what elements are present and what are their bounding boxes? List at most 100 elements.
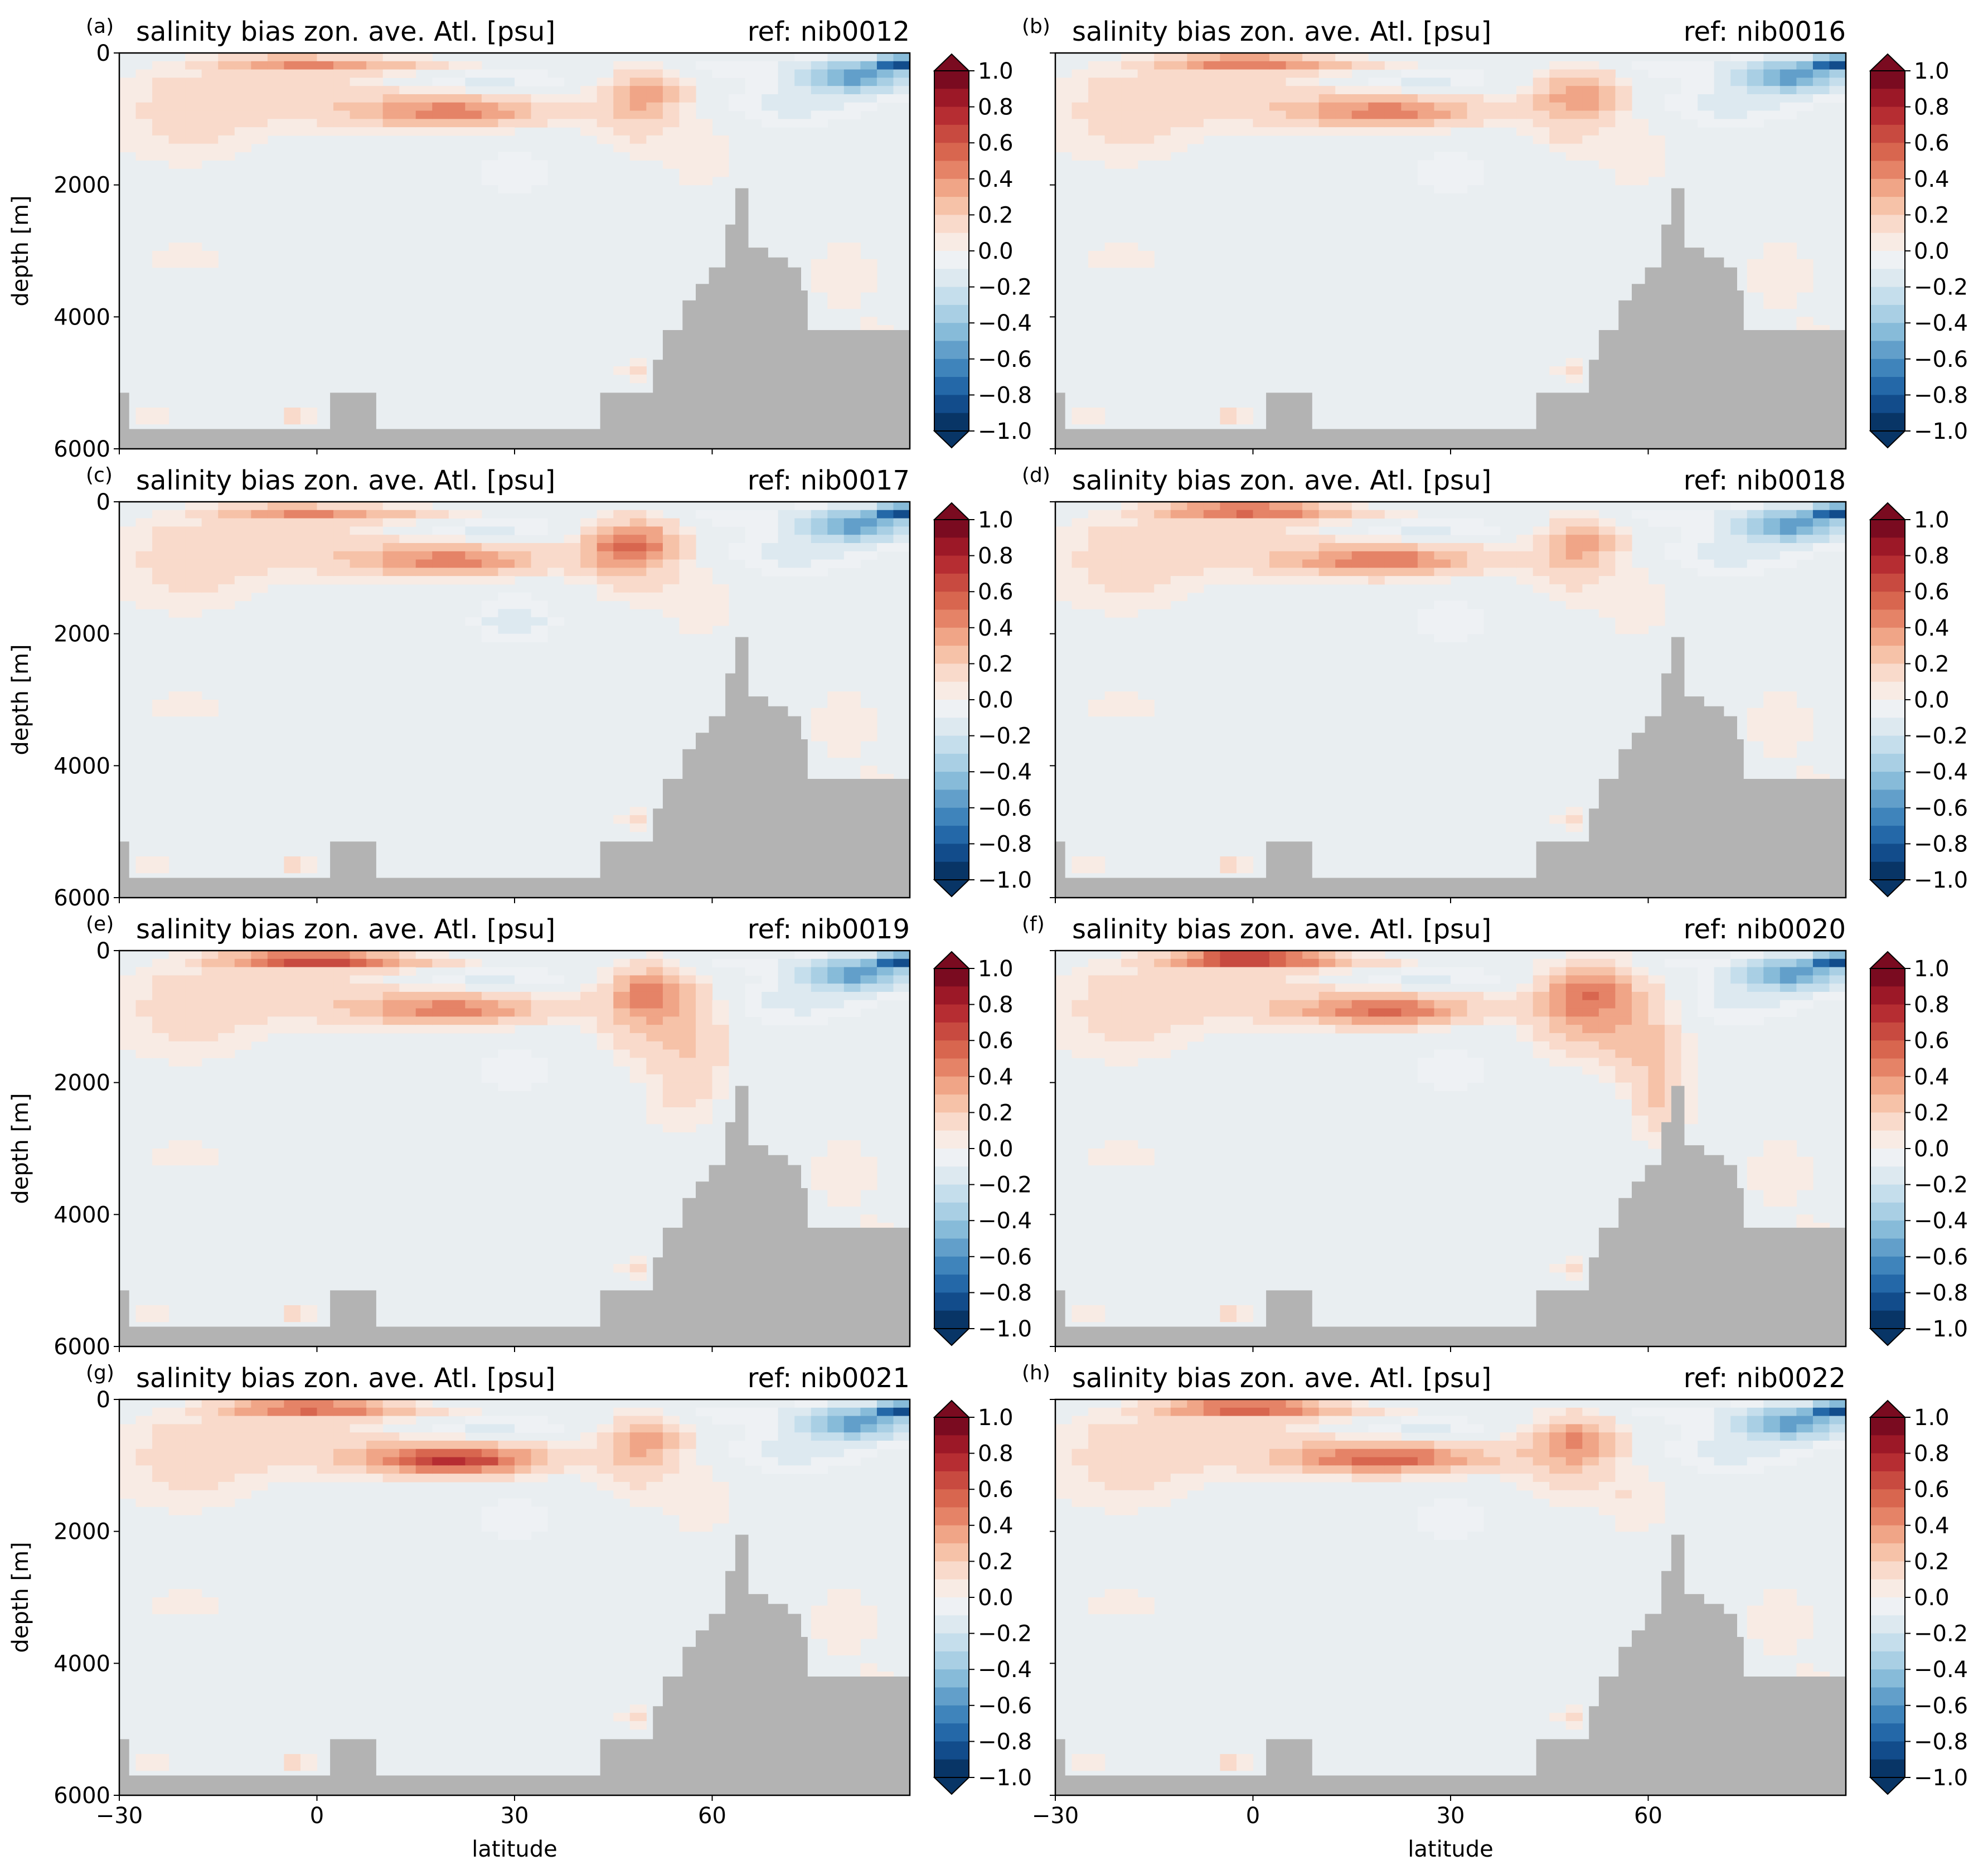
field-cell [1451,119,1468,128]
field-cell [1434,1074,1451,1083]
field-cell [613,86,631,95]
field-cell [152,1041,169,1050]
field-cell [1203,86,1221,95]
field-cell [1615,1074,1632,1083]
field-cell [662,1107,680,1116]
field-cell [695,1523,713,1532]
field-cell [432,991,449,1001]
field-cell [1779,243,1797,251]
field-cell [251,1016,268,1025]
field-cell [251,77,268,86]
field-cell [1286,991,1303,1001]
field-cell [300,61,318,70]
field-cell [1648,584,1665,593]
field-cell [1747,267,1764,276]
field-cell [679,176,696,186]
field-cell [168,127,186,136]
field-cell [1747,1448,1764,1458]
field-cell [465,119,482,128]
field-cell [432,77,449,86]
field-cell [893,1440,910,1450]
field-cell [1467,625,1484,634]
field-cell [399,86,416,95]
field-cell [1220,1399,1237,1408]
field-cell [827,975,845,984]
field-cell [135,94,153,103]
field-cell [712,135,729,144]
field-cell [679,576,696,585]
field-cell [1796,526,1814,535]
field-cell [267,542,285,552]
field-cell [1631,119,1649,128]
field-cell [679,135,696,144]
colorbar-tick-label: 0.4 [978,1064,1014,1090]
field-cell [1698,1008,1715,1017]
field-cell [1253,1448,1270,1458]
field-cell [1483,1465,1501,1474]
panel-title: salinity bias zon. ave. Atl. [psu] [1072,16,1491,47]
field-cell [498,1416,515,1425]
field-cell [1055,94,1073,103]
field-cell [1665,1033,1682,1042]
field-cell [1763,1440,1781,1450]
field-cell [1549,1025,1567,1034]
field-cell [1516,1481,1534,1491]
field-cell [1187,535,1204,544]
field-cell [1533,542,1550,552]
field-cell [1451,69,1468,78]
field-cell [629,559,647,568]
field-cell [811,1622,828,1631]
field-cell [1516,1457,1534,1466]
field-cell [465,1008,482,1017]
field-cell [1763,284,1781,293]
field-cell [1796,317,1814,326]
panel-title: salinity bias zon. ave. Atl. [psu] [136,914,555,945]
field-cell [811,568,828,576]
field-cell [168,518,186,527]
field-cell [1779,1407,1797,1417]
colorbar-segment [1870,1256,1905,1275]
field-cell [1384,1448,1402,1458]
field-cell [1714,1448,1731,1458]
field-cell [284,1305,301,1314]
x-tick-label: 30 [1437,1803,1465,1829]
field-cell [1055,119,1073,128]
field-cell [152,1440,169,1450]
field-cell [1681,1440,1698,1450]
field-cell [1549,1041,1567,1050]
field-cell [1763,1416,1781,1425]
field-cell [1351,110,1369,119]
colorbar-segment [934,1022,969,1041]
field-cell [465,94,482,103]
field-cell [1104,1424,1122,1433]
field-cell [1137,61,1155,70]
field-cell [1137,975,1155,984]
field-cell [234,975,251,984]
field-cell [1648,1082,1665,1092]
field-cell [317,568,334,576]
field-cell [1137,568,1155,576]
field-cell [498,1016,515,1025]
field-cell [597,135,614,144]
field-cell [1681,535,1698,544]
field-cell [350,1457,367,1466]
field-cell [1071,1762,1089,1771]
field-cell [1665,510,1682,519]
field-cell [185,69,202,78]
field-cell [1401,958,1418,968]
field-cell [613,542,631,552]
field-cell [1549,143,1567,153]
field-cell [1368,510,1385,519]
field-cell [399,1399,416,1408]
field-cell [515,568,532,576]
field-cell [201,991,219,1001]
field-cell [234,94,251,103]
field-cell [168,110,186,119]
field-cell [1088,984,1105,992]
field-cell [218,135,235,144]
field-cell [218,1025,235,1034]
field-cell [531,633,548,643]
field-cell [662,984,680,992]
field-cell [1763,1622,1781,1631]
field-cell [1055,1481,1073,1491]
